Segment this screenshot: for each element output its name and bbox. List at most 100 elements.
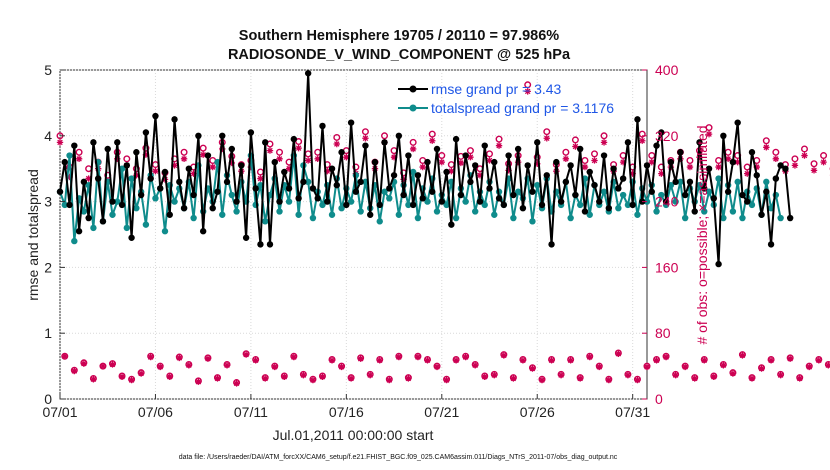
obs-assimilated-point xyxy=(739,352,746,359)
asterisk-mark xyxy=(710,373,718,380)
totalspread-point xyxy=(414,214,422,222)
obs-assimilated-point xyxy=(319,373,326,380)
rmse-point xyxy=(90,139,97,146)
obs-assimilated-point xyxy=(729,370,737,377)
rmse-point xyxy=(400,191,407,199)
obs-assimilated-point xyxy=(233,380,240,387)
totalspread-point xyxy=(672,198,679,205)
obs-assimilated-point xyxy=(309,376,317,384)
rmse-point xyxy=(653,142,660,149)
asterisk-mark xyxy=(658,170,665,177)
asterisk-mark xyxy=(681,363,689,371)
rmse-point xyxy=(147,175,154,182)
rmse-point xyxy=(681,191,689,199)
obs-assimilated-point xyxy=(596,363,603,371)
asterisk-mark xyxy=(252,357,259,364)
asterisk-mark xyxy=(734,158,741,166)
obs-assimilated-point xyxy=(748,375,756,382)
asterisk-mark xyxy=(443,376,450,384)
right-y-tick-label: 400 xyxy=(655,62,679,78)
obs-assimilated-point xyxy=(605,376,613,384)
rmse-point xyxy=(309,185,317,192)
totalspread-point xyxy=(715,175,722,182)
asterisk-mark xyxy=(304,157,312,164)
totalspread-point xyxy=(90,224,97,232)
asterisk-mark xyxy=(266,147,274,154)
obs-assimilated-point xyxy=(491,371,498,379)
asterisk-mark xyxy=(157,363,164,371)
rmse-point xyxy=(686,178,694,186)
obs-possible-point xyxy=(705,124,713,132)
rmse-point xyxy=(238,162,245,169)
obs-assimilated-point xyxy=(767,357,775,364)
rmse-point xyxy=(152,112,159,120)
asterisk-mark xyxy=(686,163,694,171)
asterisk-mark xyxy=(90,376,97,383)
totalspread-point xyxy=(624,201,632,209)
obs-possible-point xyxy=(524,81,532,89)
rmse-point xyxy=(701,185,708,192)
obs-assimilated-point xyxy=(514,158,522,166)
rmse-point xyxy=(739,191,746,199)
obs-assimilated-point xyxy=(419,163,426,171)
obs-assimilated-point xyxy=(505,167,512,174)
right-y-tick-label: 240 xyxy=(655,194,679,210)
asterisk-mark xyxy=(367,371,374,379)
obs-assimilated-point xyxy=(386,376,393,384)
right-y-tick-label: 0 xyxy=(655,391,663,407)
obs-assimilated-point xyxy=(786,355,794,362)
asterisk-mark xyxy=(801,152,808,159)
obs-assimilated-point xyxy=(720,362,727,369)
obs-assimilated-point xyxy=(343,153,350,161)
totalspread-point xyxy=(219,211,226,218)
asterisk-mark xyxy=(596,363,603,371)
asterisk-mark xyxy=(729,370,737,377)
rmse-point xyxy=(195,132,202,139)
y-tick-label: 2 xyxy=(44,259,52,275)
asterisk-mark xyxy=(61,353,68,360)
obs-assimilated-point xyxy=(825,362,830,369)
rmse-point xyxy=(624,139,632,146)
rmse-point xyxy=(85,214,92,222)
rmse-point xyxy=(534,139,541,146)
rmse-point xyxy=(319,122,326,130)
rmse-point xyxy=(166,211,173,218)
asterisk-mark xyxy=(347,375,355,382)
rmse-point xyxy=(114,139,121,146)
totalspread-point xyxy=(729,208,737,215)
asterisk-mark xyxy=(510,375,517,382)
chart-title-line1: Southern Hemisphere 19705 / 20110 = 97.9… xyxy=(239,28,560,44)
rmse-point xyxy=(371,158,379,166)
x-axis: 07/01 07/06 07/11 07/16 07/21 07/26 07/31 xyxy=(42,394,650,420)
rmse-point xyxy=(333,181,340,189)
asterisk-mark xyxy=(109,361,116,368)
x-tick-label: 07/11 xyxy=(234,404,268,420)
rmse-point xyxy=(634,116,641,123)
obs-assimilated-point xyxy=(285,165,293,172)
asterisk-mark xyxy=(75,155,83,163)
obs-assimilated-point xyxy=(281,373,288,380)
obs-possible-point xyxy=(791,155,799,163)
rmse-point xyxy=(94,175,102,182)
asterisk-mark xyxy=(424,357,431,364)
totalspread-point xyxy=(395,211,403,218)
data-file-footnote: data file: /Users/raeder/DAI/ATM_forcXX/… xyxy=(179,454,618,461)
obs-assimilated-point xyxy=(710,373,718,380)
asterisk-mark xyxy=(534,160,541,167)
rmse-point xyxy=(123,162,131,169)
asterisk-mark xyxy=(715,163,722,171)
obs-assimilated-point xyxy=(557,371,565,379)
obs-assimilated-point xyxy=(195,378,202,385)
rmse-point xyxy=(462,152,469,159)
obs-possible-point xyxy=(333,133,341,141)
asterisk-mark xyxy=(433,363,441,371)
rmse-point xyxy=(548,241,555,248)
asterisk-mark xyxy=(166,373,173,380)
x-tick-label: 07/21 xyxy=(424,404,459,420)
obs-assimilated-point xyxy=(567,357,574,364)
obs-assimilated-point xyxy=(409,145,417,153)
obs-possible-point xyxy=(199,144,207,152)
obs-possible-point xyxy=(486,150,494,158)
totalspread-point xyxy=(586,211,593,218)
rmse-point xyxy=(514,145,522,153)
